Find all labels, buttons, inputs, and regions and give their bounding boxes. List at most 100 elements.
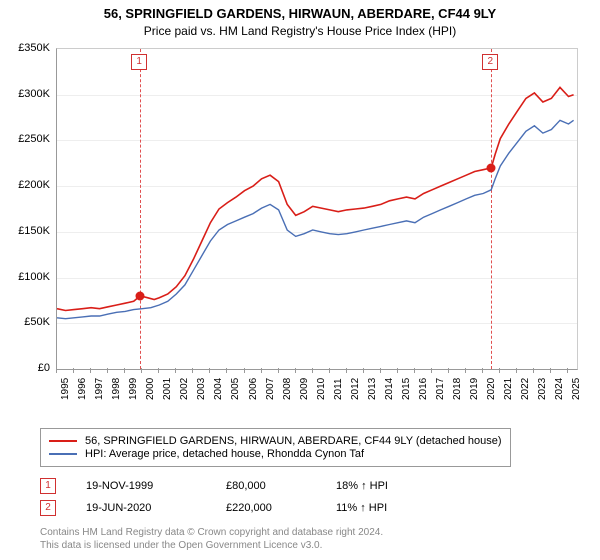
x-tick-label: 2002 [179,378,190,400]
event-date: 19-NOV-1999 [86,480,196,492]
event-vline [140,49,141,369]
x-tick-label: 2000 [145,378,156,400]
x-tick-label: 2025 [571,378,582,400]
event-hpi: 18% ↑ HPI [336,480,388,492]
x-tick [346,368,347,373]
event-marker-2: 2 [482,54,498,70]
x-tick [499,368,500,373]
x-tick-label: 2001 [162,378,173,400]
credits-text: Contains HM Land Registry data © Crown c… [40,526,383,552]
y-tick-label: £100K [6,271,50,283]
x-tick [431,368,432,373]
x-tick [278,368,279,373]
x-tick-label: 2008 [282,378,293,400]
x-tick [465,368,466,373]
gridline-h [57,186,577,187]
x-tick-label: 2023 [537,378,548,400]
gridline-h [57,95,577,96]
event-price: £220,000 [226,502,306,514]
chart-container: 56, SPRINGFIELD GARDENS, HIRWAUN, ABERDA… [0,0,600,560]
y-tick-label: £350K [6,42,50,54]
series-svg [57,49,577,369]
x-tick-label: 1997 [94,378,105,400]
event-vline [491,49,492,369]
x-tick [90,368,91,373]
x-tick-label: 2021 [503,378,514,400]
x-tick-label: 2004 [213,378,224,400]
x-tick-label: 2003 [196,378,207,400]
x-tick [226,368,227,373]
x-tick-label: 2020 [486,378,497,400]
x-tick [550,368,551,373]
y-tick-label: £0 [6,362,50,374]
event-price: £80,000 [226,480,306,492]
chart-subtitle: Price paid vs. HM Land Registry's House … [0,24,600,38]
event-row-marker: 2 [40,500,56,516]
y-tick-label: £200K [6,179,50,191]
x-tick [312,368,313,373]
x-tick-label: 2006 [248,378,259,400]
x-tick [448,368,449,373]
x-tick-label: 2022 [520,378,531,400]
x-tick [295,368,296,373]
event-row-1: 1 19-NOV-1999 £80,000 18% ↑ HPI [40,478,388,494]
event-row-2: 2 19-JUN-2020 £220,000 11% ↑ HPI [40,500,387,516]
x-tick-label: 2013 [367,378,378,400]
x-tick [380,368,381,373]
x-tick-label: 1999 [128,378,139,400]
x-tick [73,368,74,373]
x-tick-label: 2019 [469,378,480,400]
sale-dot [487,163,496,172]
y-tick-label: £300K [6,88,50,100]
x-tick-label: 2007 [265,378,276,400]
gridline-h [57,323,577,324]
legend-label: 56, SPRINGFIELD GARDENS, HIRWAUN, ABERDA… [85,435,502,447]
y-tick-label: £50K [6,316,50,328]
credits-line-2: This data is licensed under the Open Gov… [40,539,383,552]
x-tick-label: 2015 [401,378,412,400]
x-tick-label: 2011 [333,378,344,400]
x-tick [158,368,159,373]
x-tick-label: 2010 [316,378,327,400]
sale-dot [136,291,145,300]
legend-swatch [49,440,77,442]
x-tick-label: 2018 [452,378,463,400]
legend-label: HPI: Average price, detached house, Rhon… [85,448,364,460]
legend-row-property-price: 56, SPRINGFIELD GARDENS, HIRWAUN, ABERDA… [49,435,502,447]
x-tick [329,368,330,373]
x-tick [244,368,245,373]
gridline-h [57,140,577,141]
x-tick [567,368,568,373]
x-tick [397,368,398,373]
x-tick [107,368,108,373]
x-tick-label: 1998 [111,378,122,400]
event-date: 19-JUN-2020 [86,502,196,514]
x-tick [482,368,483,373]
x-tick-label: 2016 [418,378,429,400]
legend-swatch [49,453,77,455]
y-tick-label: £250K [6,133,50,145]
legend-row-hpi: HPI: Average price, detached house, Rhon… [49,448,502,460]
x-tick [414,368,415,373]
x-tick [209,368,210,373]
x-tick [192,368,193,373]
x-tick [261,368,262,373]
credits-line-1: Contains HM Land Registry data © Crown c… [40,526,383,539]
x-tick [124,368,125,373]
event-row-marker: 1 [40,478,56,494]
x-tick [363,368,364,373]
x-tick-label: 2024 [554,378,565,400]
gridline-h [57,232,577,233]
event-marker-1: 1 [131,54,147,70]
x-tick [141,368,142,373]
x-tick-label: 2014 [384,378,395,400]
event-hpi: 11% ↑ HPI [336,502,387,514]
gridline-h [57,278,577,279]
y-tick-label: £150K [6,225,50,237]
x-tick-label: 1995 [60,378,71,400]
x-tick-label: 2017 [435,378,446,400]
x-tick-label: 2005 [230,378,241,400]
x-tick [533,368,534,373]
plot-area [56,48,578,370]
x-tick [516,368,517,373]
